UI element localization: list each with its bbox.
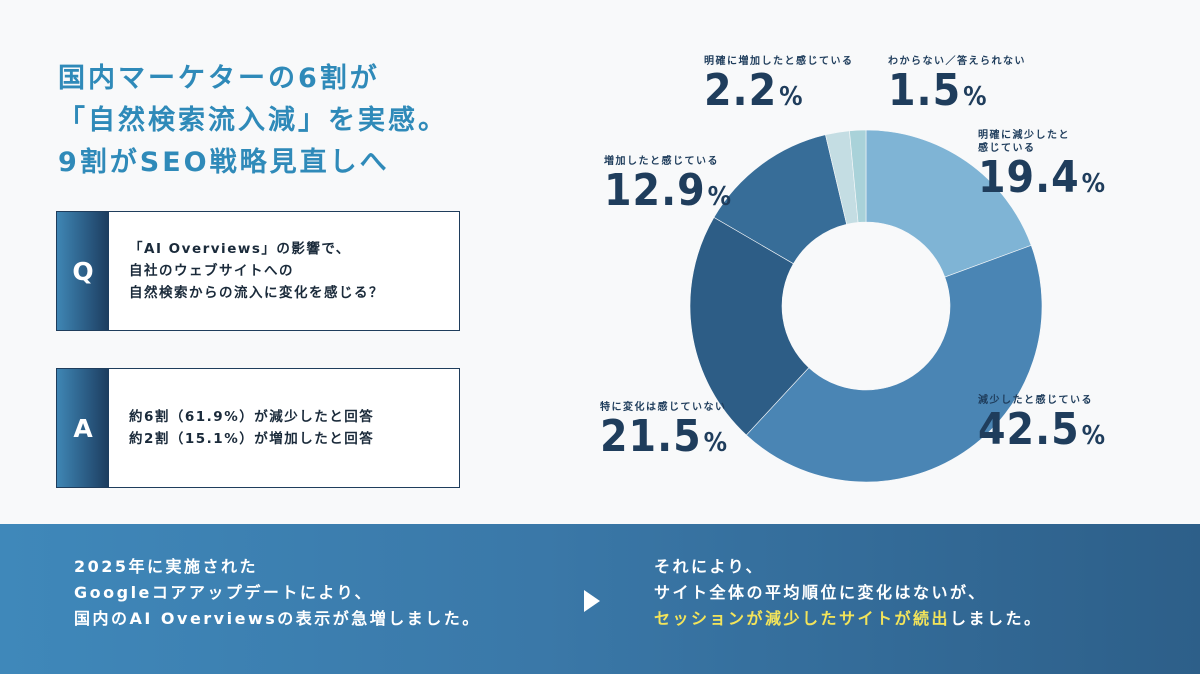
slice-clearly-decreased bbox=[865, 129, 1032, 278]
label-unknown-unit: % bbox=[963, 82, 988, 112]
label-decreased-unit: % bbox=[1081, 421, 1107, 451]
question-text: 「AI Overviews」の影響で、 自社のウェブサイトへの 自然検索からの流… bbox=[109, 212, 384, 330]
answer-box: A 約6割（61.9%）が減少したと回答 約2割（15.1%）が増加したと回答 bbox=[56, 368, 460, 488]
answer-line1: 約6割（61.9%）が減少したと回答 bbox=[129, 409, 375, 425]
question-box: Q 「AI Overviews」の影響で、 自社のウェブサイトへの 自然検索から… bbox=[56, 211, 460, 331]
label-clearly-increased-unit: % bbox=[779, 82, 804, 112]
label-unknown-caption: わからない／答えられない bbox=[888, 56, 1026, 67]
question-letter: Q bbox=[57, 212, 109, 330]
slice-unknown bbox=[849, 129, 867, 223]
label-clearly-decreased-caption2: 感じている bbox=[978, 143, 1036, 154]
banner-right-line1: それにより、 bbox=[654, 557, 765, 576]
question-line1: 「AI Overviews」の影響で、 bbox=[129, 241, 351, 257]
banner-left-line1: 2025年に実施された bbox=[74, 557, 259, 576]
label-clearly-decreased-value: 19.4 bbox=[978, 152, 1080, 203]
label-increased: 増加したと感じている 12.9% bbox=[604, 155, 732, 220]
question-line3: 自然検索からの流入に変化を感じる？ bbox=[129, 285, 384, 301]
label-increased-value: 12.9 bbox=[604, 165, 706, 216]
label-no-change: 特に変化は感じていない 21.5% bbox=[600, 401, 728, 466]
label-no-change-value: 21.5 bbox=[600, 411, 702, 462]
answer-line2: 約2割（15.1%）が増加したと回答 bbox=[129, 431, 375, 447]
headline-line2: 「自然検索流入減」を実感。 bbox=[58, 105, 448, 136]
headline-line3: 9割がSEO戦略見直しへ bbox=[58, 147, 390, 178]
banner-left-line2: Googleコアアップデートにより、 bbox=[74, 583, 373, 602]
label-clearly-decreased-unit: % bbox=[1081, 169, 1107, 199]
banner-right-line2: サイト全体の平均順位に変化はないが、 bbox=[654, 583, 987, 602]
banner-right-text: それにより、 サイト全体の平均順位に変化はないが、 セッションが減少したサイトが… bbox=[654, 554, 1043, 632]
label-clearly-increased-value: 2.2 bbox=[704, 65, 778, 116]
label-decreased-caption: 減少したと感じている bbox=[978, 395, 1093, 406]
donut-chart bbox=[689, 129, 1043, 483]
label-clearly-increased: 明確に増加したと感じている 2.2% bbox=[704, 55, 854, 120]
question-line2: 自社のウェブサイトへの bbox=[129, 263, 294, 279]
label-decreased: 減少したと感じている 42.5% bbox=[978, 394, 1106, 459]
answer-letter: A bbox=[57, 369, 109, 487]
label-no-change-unit: % bbox=[703, 428, 729, 458]
label-increased-unit: % bbox=[707, 182, 733, 212]
label-unknown: わからない／答えられない 1.5% bbox=[888, 55, 1026, 120]
headline-line1: 国内マーケターの6割が bbox=[58, 63, 380, 94]
answer-text: 約6割（61.9%）が減少したと回答 約2割（15.1%）が増加したと回答 bbox=[109, 369, 374, 487]
slice-no-change bbox=[689, 216, 810, 436]
label-clearly-decreased-caption1: 明確に減少したと bbox=[978, 130, 1070, 141]
label-increased-caption: 増加したと感じている bbox=[604, 156, 719, 167]
arrow-right-icon bbox=[584, 590, 600, 612]
headline: 国内マーケターの6割が 「自然検索流入減」を実感。 9割がSEO戦略見直しへ bbox=[58, 58, 528, 184]
label-clearly-increased-caption: 明確に増加したと感じている bbox=[704, 56, 854, 67]
banner-left-text: 2025年に実施された Googleコアアップデートにより、 国内のAI Ove… bbox=[74, 554, 481, 632]
label-no-change-caption: 特に変化は感じていない bbox=[600, 402, 727, 413]
banner-right-highlight: セッションが減少したサイトが続出 bbox=[654, 609, 951, 628]
label-decreased-value: 42.5 bbox=[978, 404, 1080, 455]
banner-right-line3-rest: しました。 bbox=[950, 609, 1043, 628]
banner-left-line3: 国内のAI Overviewsの表示が急増しました。 bbox=[74, 609, 481, 628]
slice-decreased bbox=[745, 244, 1043, 483]
summary-banner: 2025年に実施された Googleコアアップデートにより、 国内のAI Ove… bbox=[0, 524, 1200, 674]
label-clearly-decreased: 明確に減少したと 感じている 19.4% bbox=[978, 129, 1106, 207]
label-unknown-value: 1.5 bbox=[888, 65, 962, 116]
